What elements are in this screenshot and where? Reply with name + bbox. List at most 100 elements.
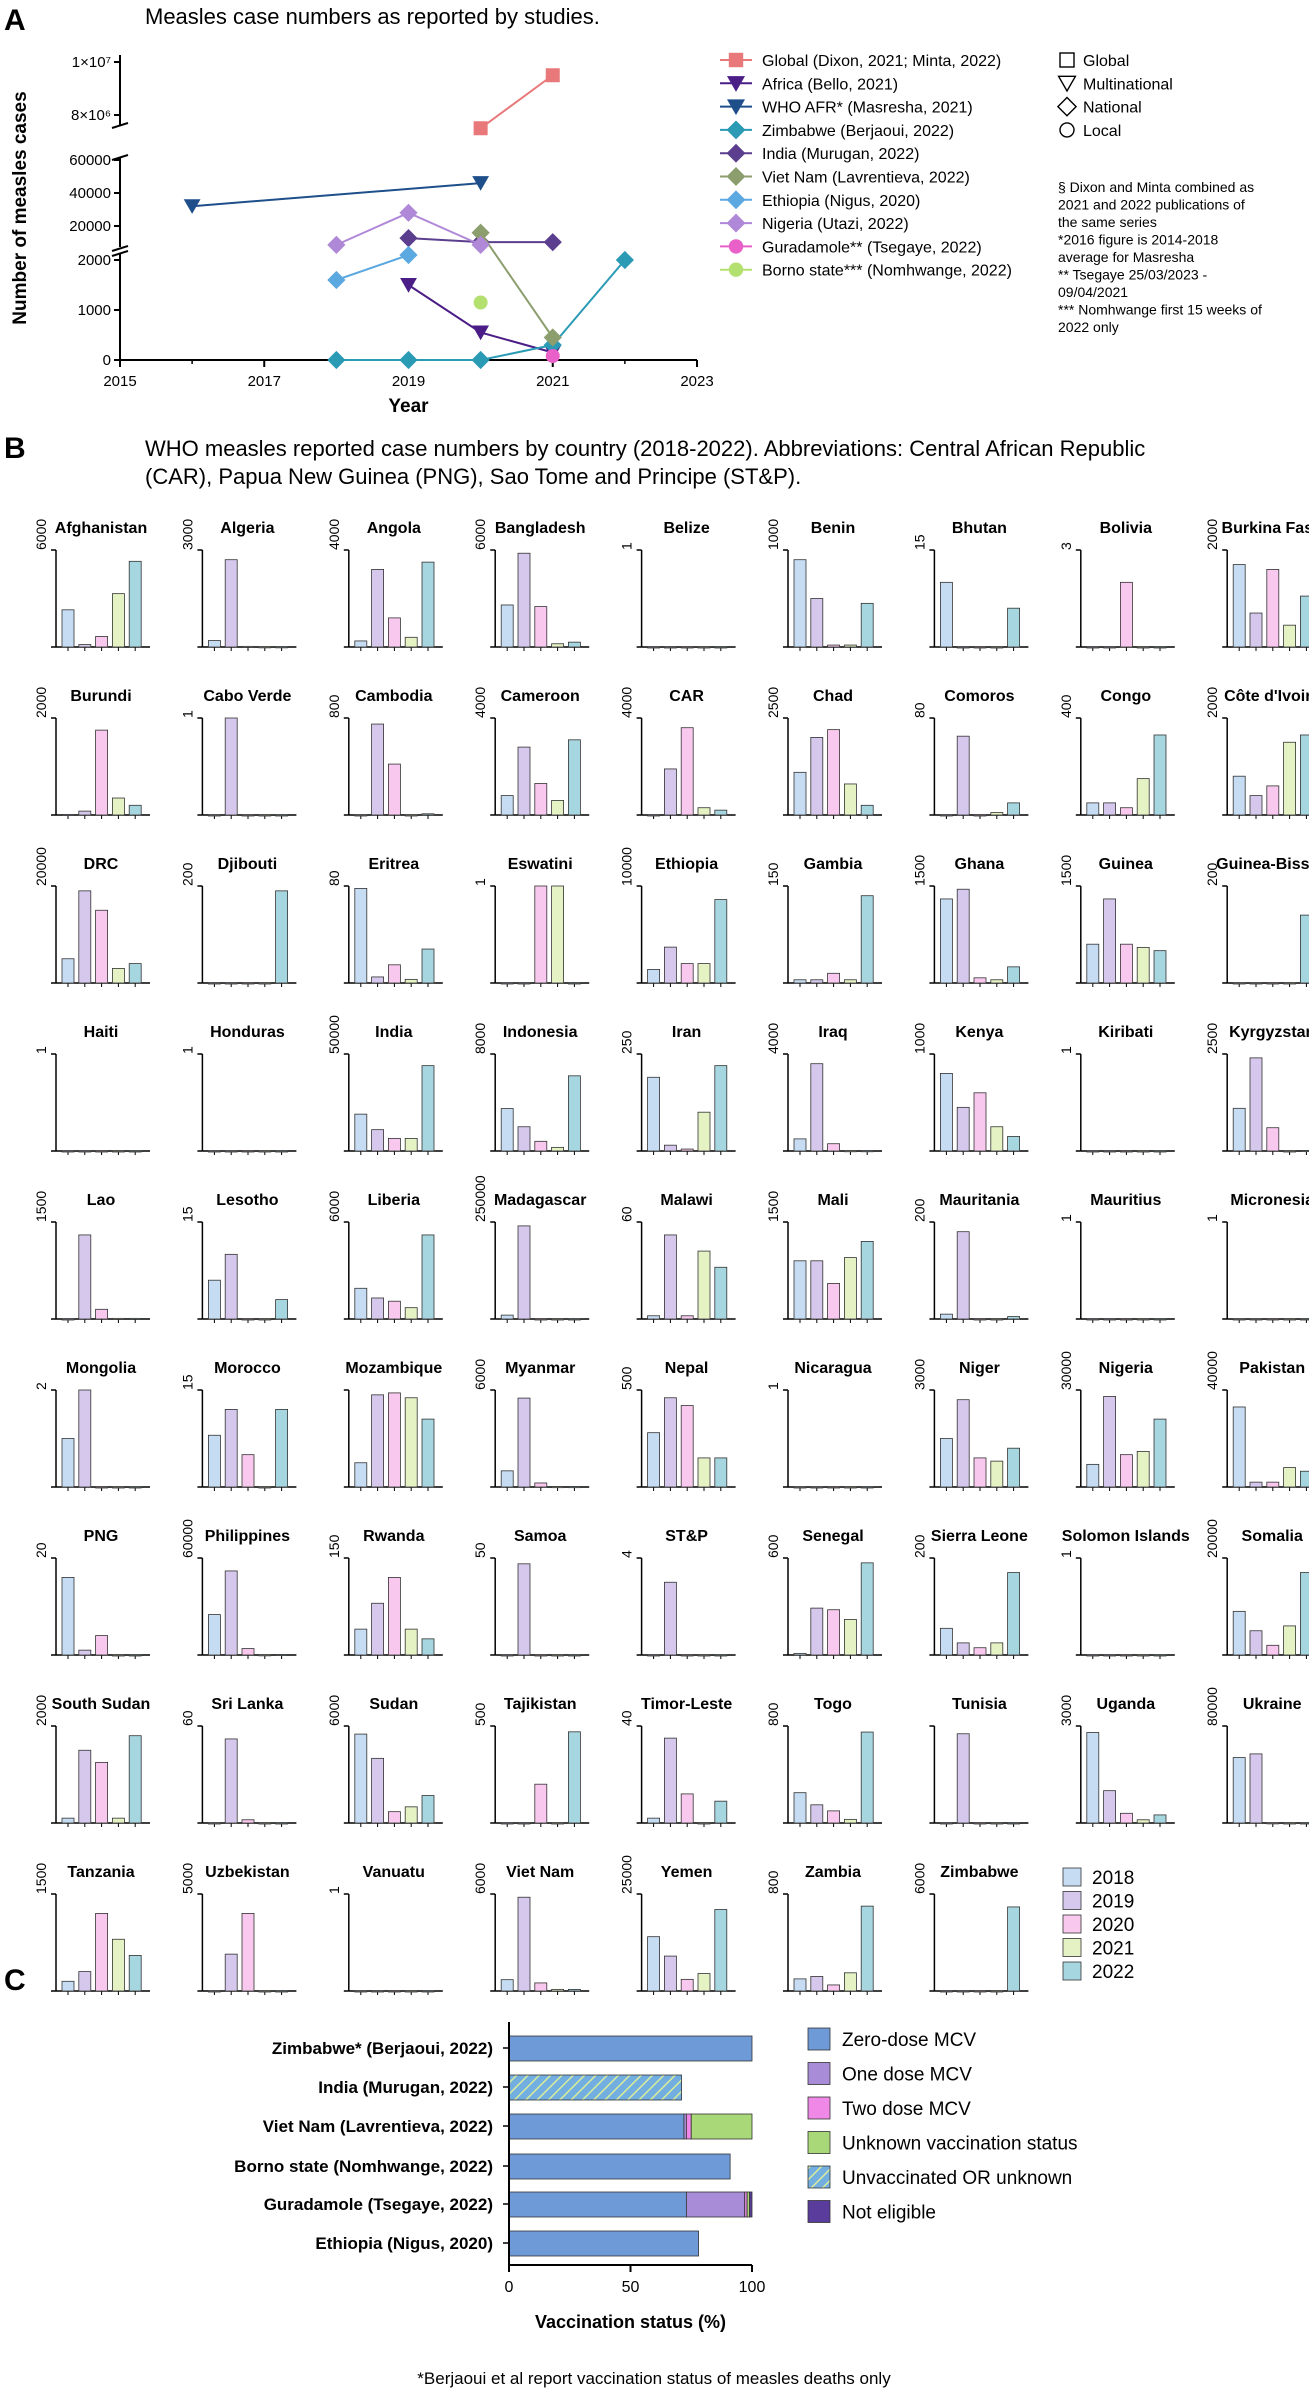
series-line xyxy=(336,259,626,361)
category-label: Borno state (Nomhwange, 2022) xyxy=(234,2157,493,2176)
bar-2022 xyxy=(1007,1447,1020,1488)
shape-legend-marker xyxy=(1059,122,1075,138)
country-chart-micronesia: Micronesia 1 xyxy=(1204,1192,1309,1323)
shape-legend-label: Local xyxy=(1083,123,1121,140)
bar-2019 xyxy=(517,1126,531,1152)
country-name: Guinea-Bissau xyxy=(1216,856,1309,873)
y-tick-label: 6000 xyxy=(472,1863,488,1894)
country-name: Senegal xyxy=(802,1528,863,1545)
country-name: Lesotho xyxy=(216,1192,278,1209)
country-name: Iran xyxy=(672,1024,701,1041)
country-name: Algeria xyxy=(220,520,274,537)
y-tick-label: 1 xyxy=(179,710,195,718)
bar-2021 xyxy=(1136,1150,1150,1153)
bar-2018 xyxy=(354,814,368,817)
bar-2018 xyxy=(1232,775,1246,816)
bar-2022 xyxy=(1153,734,1167,816)
shape-legend-label: Global xyxy=(1083,53,1129,70)
bar-2022 xyxy=(1153,1150,1167,1153)
bar-2018 xyxy=(793,1260,807,1320)
y-tick-label: 15 xyxy=(911,534,927,550)
bar-2022 xyxy=(1007,802,1020,816)
bar-2022 xyxy=(128,1150,142,1153)
bar-2021 xyxy=(697,1973,711,1992)
bar-2020 xyxy=(827,1486,840,1489)
y-tick-label: 60 xyxy=(619,1206,635,1222)
country-chart-afghanistan: Afghanistan 6000 xyxy=(33,519,150,651)
bar-row-zimbabwe-berjaoui-2022: Zimbabwe* (Berjaoui, 2022) xyxy=(272,2035,753,2062)
bar-2018 xyxy=(940,1822,953,1825)
bar-2022 xyxy=(128,1735,142,1824)
legend-marker xyxy=(726,143,746,163)
bar-2019 xyxy=(664,646,677,649)
country-name: CAR xyxy=(669,688,704,705)
bar-2019 xyxy=(1249,1753,1263,1824)
bar-2021 xyxy=(112,797,125,816)
country-name: Kiribati xyxy=(1098,1024,1153,1041)
country-name: Chad xyxy=(813,688,853,705)
country-chart-togo: Togo 800 xyxy=(765,1696,882,1827)
bar-2018 xyxy=(500,1108,514,1152)
y-tick-label: 200 xyxy=(1204,862,1220,886)
legend-marker xyxy=(726,76,746,92)
bar-2021 xyxy=(990,812,1004,816)
country-name: Madagascar xyxy=(494,1192,587,1209)
country-name: Malawi xyxy=(660,1192,712,1209)
bar-2018 xyxy=(647,1936,660,1992)
bar-2019 xyxy=(371,1990,385,1993)
bar-2021 xyxy=(258,1318,272,1321)
y-tick-label: 1×10⁷ xyxy=(72,54,111,71)
bar-2019 xyxy=(1103,802,1116,816)
bar-2018 xyxy=(354,1287,368,1320)
y-tick-label: 20 xyxy=(33,1542,49,1558)
y-tick-label: 10000 xyxy=(619,847,635,886)
country-chart-cameroon: Cameroon 4000 xyxy=(472,687,590,819)
bar-2018 xyxy=(1086,1732,1100,1824)
bar-2020 xyxy=(827,1609,840,1656)
bar-2019 xyxy=(224,1150,238,1153)
bar-2020 xyxy=(241,1318,255,1321)
country-name: Gambia xyxy=(804,856,863,873)
y-tick-label: 60 xyxy=(179,1710,195,1726)
bar-2021 xyxy=(404,978,418,984)
bar-2022 xyxy=(568,1318,581,1321)
bar-2020 xyxy=(534,885,548,984)
data-point xyxy=(471,235,490,254)
country-name: Mauritania xyxy=(939,1192,1019,1209)
bar-2019 xyxy=(956,1733,970,1824)
axis-break-1b xyxy=(111,245,129,252)
legend-marker xyxy=(728,239,744,254)
bar-2022 xyxy=(714,1909,728,1992)
bar-2022 xyxy=(421,1795,435,1824)
bar-2022 xyxy=(275,1299,289,1320)
bar-2019 xyxy=(956,646,970,649)
bar-2022 xyxy=(421,1234,435,1320)
category-label: Ethiopia (Nigus, 2020) xyxy=(315,2234,493,2253)
bar-2022 xyxy=(421,813,435,816)
footnote-line: 2021 and 2022 publications of xyxy=(1058,197,1245,213)
country-chart-uganda: Uganda 3000 xyxy=(1058,1695,1175,1827)
country-chart-iran: Iran 250 xyxy=(619,1024,736,1155)
y-tick-label: 150 xyxy=(765,862,781,886)
country-chart-somalia: Somalia 20000 xyxy=(1204,1519,1309,1659)
bar-2019 xyxy=(664,1737,677,1824)
bar-2021 xyxy=(697,1111,711,1152)
bar-2019 xyxy=(78,644,92,648)
bar-2019 xyxy=(78,1749,92,1824)
bar-2022 xyxy=(1007,1822,1020,1825)
country-name: Mongolia xyxy=(66,1360,136,1377)
y-tick-label: 5000 xyxy=(179,1863,195,1894)
bar-2020 xyxy=(95,1761,108,1824)
x-tick-label: 2015 xyxy=(103,373,136,390)
data-point xyxy=(471,223,490,242)
y-tick-label: 50 xyxy=(472,1542,488,1558)
legend-label: Zimbabwe (Berjaoui, 2022) xyxy=(762,123,954,140)
bar-2021 xyxy=(258,982,272,985)
bar-2018 xyxy=(647,1315,660,1320)
bar-2018 xyxy=(61,1980,75,1992)
series-borno-state-nomhwange-2022 xyxy=(473,295,488,310)
bar-2021 xyxy=(844,1150,857,1153)
bar-2021 xyxy=(1283,982,1296,985)
bar-2022 xyxy=(1007,966,1020,984)
bar-2019 xyxy=(956,1399,970,1488)
